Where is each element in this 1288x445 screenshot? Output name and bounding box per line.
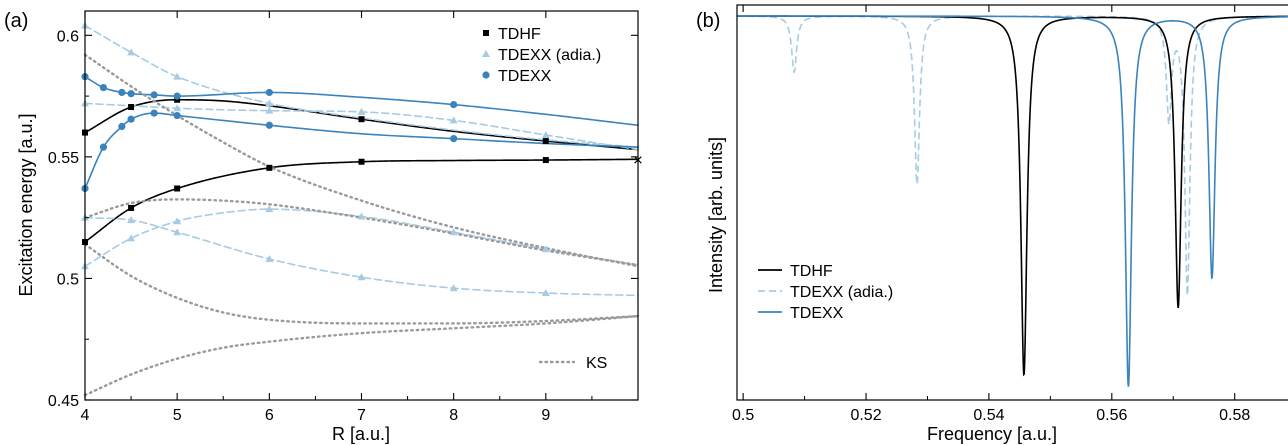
panel-a-legend-symbol-1	[482, 50, 490, 57]
panel-a-marker-3-2	[265, 106, 274, 114]
panel-a-series-line-2	[84, 24, 639, 148]
panel-a-series-line-9	[83, 198, 640, 267]
panel-a-marker-5-6	[541, 289, 550, 297]
panel-a-ytick-label-0: 0.45	[48, 393, 79, 410]
panel-a-marker-3-3	[357, 107, 366, 115]
panel-b-legend-label-1: TDEXX (adia.)	[790, 284, 893, 301]
panel-a-marker-7-2	[118, 122, 126, 131]
panel-a-marker-7-5	[173, 111, 181, 120]
panel-a-marker-4-3	[265, 205, 274, 213]
panel-a-marker-4-4	[357, 212, 366, 220]
panel-b-xtick-label-2: 0.54	[973, 407, 1004, 424]
panel-a-legend-label-1: TDEXX (adia.)	[498, 47, 601, 64]
panel-a-frame	[84, 10, 639, 401]
panel-b-legend: TDHF TDEXX (adia.) TDEXX	[758, 263, 893, 322]
panel-a-marker-5-3	[265, 254, 274, 262]
panel-a-marker-1-3	[358, 116, 365, 123]
panel-a-marker-3-4	[449, 116, 458, 124]
panel-a-marker-3-5	[541, 130, 550, 138]
panel-a-series-line-10	[83, 243, 640, 325]
panel-a-ticks: 4 5 6 7 8 9 0.45 0.5 0.55 0.6	[48, 11, 638, 424]
panel-a-legend-label-0: TDHF	[498, 26, 541, 43]
panel-a-ytick-label-1: 0.5	[57, 271, 79, 288]
panel-b-frame	[736, 4, 1288, 401]
panel-a-marker-1-1	[128, 104, 135, 111]
panel-b-legend-label-0: TDHF	[790, 263, 833, 280]
panel-a-ylabel: Excitation energy [a.u.]	[16, 113, 36, 296]
panel-a-marker-7-3	[127, 115, 135, 123]
panel-a-series-line-11	[83, 314, 640, 397]
panel-a-marker-4-6	[541, 245, 550, 253]
panel-b-xtick-label-0: 0.5	[732, 407, 754, 424]
panel-b-curves	[737, 15, 1288, 387]
panel-a-legend-top: TDHF TDEXX (adia.) TDEXX	[482, 26, 601, 85]
panel-a-marker-3-1	[173, 104, 182, 112]
panel-a-ytick-label-2: 0.55	[48, 150, 79, 167]
panel-b: (b) 0.5 0.52 0.54 0.56 0.58 Frequency [a.u.]…	[696, 4, 1288, 444]
panel-a-marker-5-2	[173, 228, 182, 236]
panel-b-series-line-2	[737, 15, 1288, 387]
panel-a-marker-6-1	[99, 83, 108, 92]
panel-a-marker-5-5	[449, 284, 458, 292]
panel-b-xtick-label-4: 0.58	[1219, 407, 1250, 424]
panel-b-ylabel: Intensity [arb. units]	[706, 137, 726, 293]
panel-a-legend-ks-label: KS	[586, 355, 607, 372]
panel-a-marker-4-2	[173, 217, 182, 225]
panel-a-legend-label-2: TDEXX	[498, 68, 552, 85]
panel-a-marker-7-1	[99, 143, 108, 151]
panel-a-xtick-label-1: 5	[173, 407, 182, 424]
panel-a-marker-6-2	[118, 88, 126, 97]
panel-a-marker-1-2	[174, 96, 181, 103]
panel-a-label: (a)	[4, 10, 28, 32]
panel-a-marker-0-1	[128, 204, 135, 211]
panel-a-marker-0-2	[174, 185, 181, 192]
panel-a-legend-bottom: KS	[538, 355, 607, 372]
panel-b-legend-label-2: TDEXX	[790, 305, 844, 322]
panel-a-xtick-label-0: 4	[81, 407, 90, 424]
panel-a-legend-symbol-2	[482, 71, 490, 79]
panel-a-marker-7-7	[450, 135, 458, 143]
panel-a-marker-6-3	[127, 90, 135, 98]
panel-a-marker-7-4	[150, 109, 158, 117]
panel-a-marker-0-5	[542, 157, 549, 164]
panel-a-marker-6-4	[150, 91, 158, 99]
panel-b-xlabel: Frequency [a.u.]	[927, 424, 1057, 444]
panel-b-xtick-label-1: 0.52	[850, 407, 881, 424]
panel-b-label: (b)	[696, 10, 720, 32]
panel-a-xtick-label-2: 6	[265, 407, 274, 424]
panel-a-marker-6-7	[450, 101, 458, 109]
panel-a-marker-1-4	[542, 138, 549, 145]
panel-a-marker-7-6	[265, 121, 273, 129]
panel-a-marker-6-5	[173, 92, 181, 100]
panel-a-xtick-label-3: 7	[357, 407, 366, 424]
panel-a-xlabel: R [a.u.]	[332, 424, 390, 444]
panel-a-marker-5-1	[127, 216, 136, 224]
panel-a-marker-4-1	[127, 234, 136, 242]
panel-a: (a) × 4 5 6 7 8 90.450.50.550.6 R [a.u.] Exci…	[4, 10, 643, 444]
panel-a-series-line-5	[84, 216, 639, 297]
panel-a-curves	[83, 24, 640, 397]
panel-a-series-line-7	[84, 112, 639, 190]
panel-a-xtick-label-5: 9	[541, 407, 550, 424]
panel-a-xtick-label-4: 8	[449, 407, 458, 424]
panel-a-marker-0-4	[358, 158, 365, 165]
panel-a-marker-6-6	[265, 88, 273, 97]
panel-a-marker-2-3	[265, 99, 274, 107]
panel-a-marker-5-4	[357, 273, 366, 281]
panel-a-marker-4-5	[449, 228, 458, 236]
panel-a-marker-2-1	[127, 48, 136, 56]
panel-a-legend-symbol-0	[483, 30, 489, 36]
panel-b-series-line-1	[737, 15, 1288, 296]
panel-b-xtick-label-3: 0.56	[1096, 407, 1127, 424]
panel-a-ytick-label-3: 0.6	[57, 28, 79, 45]
panel-a-marker-0-3	[266, 164, 273, 171]
panel-a-marker-2-2	[173, 72, 182, 80]
panel-b-ticks: 0.5 0.52 0.54 0.56 0.58	[732, 5, 1250, 424]
